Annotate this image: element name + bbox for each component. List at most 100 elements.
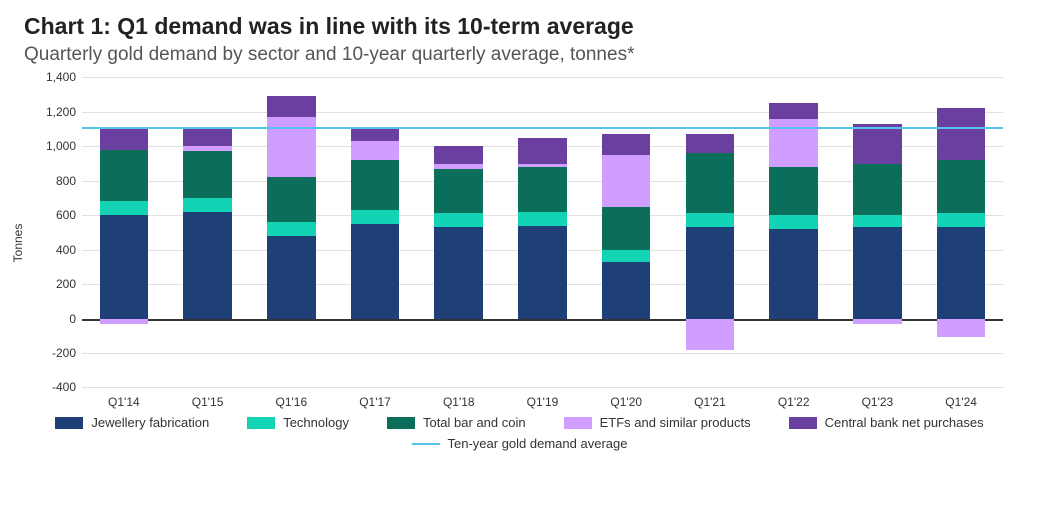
y-tick: 1,400 [24,70,76,84]
y-tick: 1,200 [24,105,76,119]
bar-segment-jewellery [937,227,986,318]
bar-segment-jewellery [434,227,483,318]
bar-segment-bar_coin [518,167,567,212]
bar-segment-bar_coin [351,160,400,210]
bar-segment-central_bank [686,134,735,153]
y-axis-label: Tonnes [11,224,25,263]
legend-item: Technology [247,415,349,430]
bar-group [853,77,902,387]
bar-segment-bar_coin [267,177,316,222]
bar-segment-technology [100,201,149,215]
x-tick: Q1'24 [945,395,977,409]
bar-segment-technology [183,198,232,212]
bar-segment-etfs [769,119,818,167]
bar-segment-bar_coin [853,164,902,216]
bar-segment-bar_coin [100,150,149,202]
bar-group [686,77,735,387]
bar-segment-central_bank [602,134,651,155]
y-tick: 600 [24,208,76,222]
bar-group [518,77,567,387]
legend-label: Ten-year gold demand average [448,436,628,451]
bar-group [351,77,400,387]
legend-swatch [55,417,83,429]
bar-segment-central_bank [853,124,902,164]
bar-group [183,77,232,387]
bar-segment-technology [518,212,567,226]
bar-segment-jewellery [602,262,651,319]
legend-label: Total bar and coin [423,415,526,430]
avg-line [82,127,1003,129]
bar-segment-technology [686,213,735,227]
bar-segment-central_bank [183,127,232,146]
bar-segment-etfs [100,319,149,324]
bar-segment-bar_coin [937,160,986,213]
legend-item: Total bar and coin [387,415,526,430]
gridline [82,387,1003,388]
legend-label: Central bank net purchases [825,415,984,430]
bar-segment-etfs [686,319,735,350]
bar-segment-jewellery [769,229,818,319]
bar-group [937,77,986,387]
bar-segment-etfs [351,141,400,160]
legend-item: Ten-year gold demand average [412,436,628,451]
x-tick: Q1'15 [192,395,224,409]
bar-group [769,77,818,387]
bar-segment-central_bank [769,103,818,119]
bar-segment-bar_coin [769,167,818,215]
bar-segment-jewellery [351,224,400,319]
x-tick: Q1'19 [527,395,559,409]
legend-label: ETFs and similar products [600,415,751,430]
legend-item: Central bank net purchases [789,415,984,430]
x-tick: Q1'16 [275,395,307,409]
bar-segment-etfs [853,319,902,324]
bar-segment-central_bank [267,96,316,117]
bar-segment-etfs [183,146,232,151]
chart-container: Chart 1: Q1 demand was in line with its … [0,0,1039,530]
legend-label: Jewellery fabrication [91,415,209,430]
y-tick: -400 [24,380,76,394]
bar-segment-jewellery [267,236,316,319]
bar-segment-jewellery [100,215,149,318]
legend-item: ETFs and similar products [564,415,751,430]
bar-segment-technology [602,250,651,262]
x-tick: Q1'14 [108,395,140,409]
bar-segment-central_bank [518,138,567,164]
bar-group [602,77,651,387]
chart-title: Chart 1: Q1 demand was in line with its … [24,12,1015,41]
bar-segment-jewellery [183,212,232,319]
bar-segment-bar_coin [686,153,735,213]
plot-region: -400-20002004006008001,0001,2001,400 [82,77,1003,387]
x-tick: Q1'23 [862,395,894,409]
x-tick: Q1'20 [610,395,642,409]
y-tick: 400 [24,243,76,257]
y-tick: 0 [24,312,76,326]
legend: Jewellery fabrication Technology Total bar… [24,415,1015,451]
bar-segment-central_bank [434,146,483,163]
bar-segment-technology [937,213,986,227]
x-tick: Q1'22 [778,395,810,409]
bar-segment-technology [769,215,818,229]
bar-segment-bar_coin [602,207,651,250]
bar-segment-etfs [937,319,986,338]
bar-segment-jewellery [853,227,902,318]
y-tick: 1,000 [24,139,76,153]
bar-group [100,77,149,387]
legend-swatch [789,417,817,429]
bar-segment-jewellery [518,226,567,319]
y-tick: 800 [24,174,76,188]
legend-item: Jewellery fabrication [55,415,209,430]
bar-segment-technology [853,215,902,227]
legend-swatch [564,417,592,429]
y-tick: -200 [24,346,76,360]
bar-segment-technology [351,210,400,224]
x-tick: Q1'18 [443,395,475,409]
x-tick: Q1'21 [694,395,726,409]
y-tick: 200 [24,277,76,291]
bar-segment-central_bank [351,127,400,141]
chart-subtitle: Quarterly gold demand by sector and 10-y… [24,43,1015,68]
bar-group [267,77,316,387]
bar-segment-central_bank [937,108,986,160]
bar-segment-technology [267,222,316,236]
legend-swatch [247,417,275,429]
bar-segment-etfs [267,117,316,177]
